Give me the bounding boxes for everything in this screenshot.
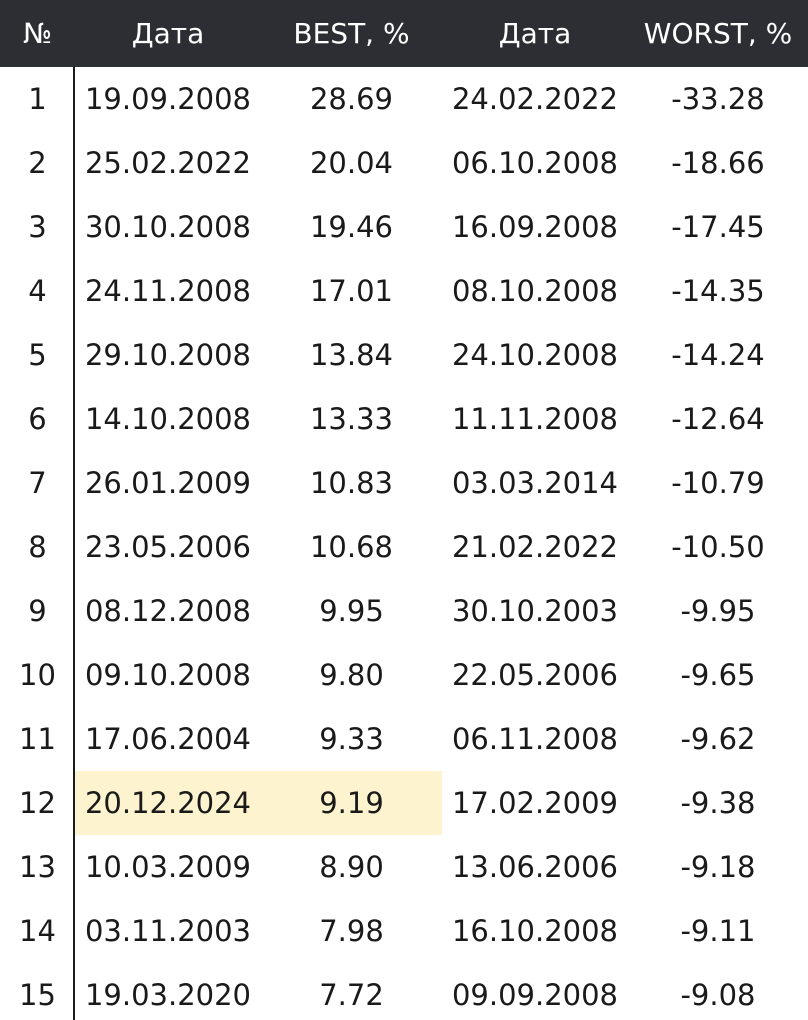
row-number: 13	[19, 850, 56, 884]
table-row: 8 23.05.2006 10.68 21.02.2022 -10.50	[0, 515, 808, 579]
worst-date: 03.03.2014	[451, 466, 619, 500]
table-row: 10 09.10.2008 9.80 22.05.2006 -9.65	[0, 643, 808, 707]
worst-date: 24.10.2008	[451, 338, 619, 372]
row-number: 7	[28, 466, 47, 500]
best-date: 25.02.2022	[84, 146, 252, 180]
worst-date: 30.10.2003	[451, 594, 619, 628]
header-number: №	[22, 17, 53, 50]
worst-percent: -9.95	[680, 594, 756, 628]
worst-percent: -17.45	[671, 210, 765, 244]
table-row: 7 26.01.2009 10.83 03.03.2014 -10.79	[0, 451, 808, 515]
row-number: 11	[19, 722, 56, 756]
worst-date: 16.09.2008	[451, 210, 619, 244]
best-percent: 20.04	[309, 146, 394, 180]
best-percent: 9.19	[261, 771, 442, 835]
worst-date: 24.02.2022	[451, 82, 619, 116]
table-row: 12 20.12.2024 9.19 17.02.2009 -9.38	[0, 771, 808, 835]
best-percent: 13.33	[309, 402, 394, 436]
number-column-divider	[73, 67, 75, 1020]
best-date: 30.10.2008	[84, 210, 252, 244]
row-number: 3	[28, 210, 47, 244]
row-number: 8	[28, 530, 47, 564]
worst-percent: -9.08	[680, 978, 756, 1012]
table-row: 5 29.10.2008 13.84 24.10.2008 -14.24	[0, 323, 808, 387]
worst-percent: -14.24	[671, 338, 765, 372]
best-date: 10.03.2009	[84, 850, 252, 884]
worst-percent: -18.66	[671, 146, 765, 180]
header-worst-percent: WORST, %	[643, 17, 793, 50]
best-date: 26.01.2009	[84, 466, 252, 500]
worst-date: 21.02.2022	[451, 530, 619, 564]
row-number: 9	[28, 594, 47, 628]
table-row: 13 10.03.2009 8.90 13.06.2006 -9.18	[0, 835, 808, 899]
table-row: 4 24.11.2008 17.01 08.10.2008 -14.35	[0, 259, 808, 323]
best-percent: 19.46	[309, 210, 394, 244]
worst-date: 09.09.2008	[451, 978, 619, 1012]
worst-date: 11.11.2008	[451, 402, 619, 436]
worst-date: 16.10.2008	[451, 914, 619, 948]
best-date: 14.10.2008	[84, 402, 252, 436]
best-percent: 10.83	[309, 466, 394, 500]
best-date: 29.10.2008	[84, 338, 252, 372]
best-percent: 10.68	[309, 530, 394, 564]
best-percent: 9.80	[319, 658, 384, 692]
table-row: 2 25.02.2022 20.04 06.10.2008 -18.66	[0, 131, 808, 195]
worst-percent: -9.65	[680, 658, 756, 692]
table-row: 11 17.06.2004 9.33 06.11.2008 -9.62	[0, 707, 808, 771]
best-percent: 17.01	[309, 274, 394, 308]
best-percent: 9.95	[319, 594, 384, 628]
table-row: 1 19.09.2008 28.69 24.02.2022 -33.28	[0, 67, 808, 131]
row-number: 12	[19, 786, 56, 820]
table-header: № Дата BEST, % Дата WORST, %	[0, 0, 808, 67]
worst-percent: -14.35	[671, 274, 765, 308]
best-date: 19.09.2008	[84, 82, 252, 116]
row-number: 6	[28, 402, 47, 436]
best-date: 23.05.2006	[84, 530, 252, 564]
row-number: 5	[28, 338, 47, 372]
best-percent: 7.72	[319, 978, 384, 1012]
worst-percent: -33.28	[671, 82, 765, 116]
table-row: 9 08.12.2008 9.95 30.10.2003 -9.95	[0, 579, 808, 643]
best-date: 19.03.2020	[84, 978, 252, 1012]
best-date: 17.06.2004	[84, 722, 252, 756]
worst-percent: -9.11	[680, 914, 756, 948]
header-worst-date: Дата	[498, 17, 572, 50]
table-row: 14 03.11.2003 7.98 16.10.2008 -9.11	[0, 899, 808, 963]
table-row: 3 30.10.2008 19.46 16.09.2008 -17.45	[0, 195, 808, 259]
header-best-percent: BEST, %	[293, 17, 410, 50]
worst-percent: -10.79	[671, 466, 765, 500]
table-body: 1 19.09.2008 28.69 24.02.2022 -33.28 2 25.02.2…	[0, 67, 808, 1020]
best-date: 20.12.2024	[75, 771, 261, 835]
row-number: 15	[19, 978, 56, 1012]
best-date: 03.11.2003	[84, 914, 252, 948]
best-date: 09.10.2008	[84, 658, 252, 692]
worst-percent: -12.64	[671, 402, 765, 436]
worst-percent: -9.38	[680, 786, 756, 820]
worst-date: 17.02.2009	[451, 786, 619, 820]
row-number: 1	[28, 82, 47, 116]
row-number: 14	[19, 914, 56, 948]
header-best-date: Дата	[131, 17, 205, 50]
best-date: 24.11.2008	[84, 274, 252, 308]
worst-date: 13.06.2006	[451, 850, 619, 884]
row-number: 10	[19, 658, 56, 692]
worst-percent: -9.18	[680, 850, 756, 884]
worst-percent: -9.62	[680, 722, 756, 756]
best-percent: 8.90	[319, 850, 384, 884]
row-number: 4	[28, 274, 47, 308]
worst-date: 06.10.2008	[451, 146, 619, 180]
table-row: 15 19.03.2020 7.72 09.09.2008 -9.08	[0, 963, 808, 1020]
worst-date: 08.10.2008	[451, 274, 619, 308]
best-percent: 28.69	[309, 82, 394, 116]
best-percent: 13.84	[309, 338, 394, 372]
best-percent: 7.98	[319, 914, 384, 948]
worst-percent: -10.50	[671, 530, 765, 564]
worst-date: 06.11.2008	[451, 722, 619, 756]
best-percent: 9.33	[319, 722, 384, 756]
worst-date: 22.05.2006	[451, 658, 619, 692]
row-number: 2	[28, 146, 47, 180]
best-date: 08.12.2008	[84, 594, 252, 628]
table-row: 6 14.10.2008 13.33 11.11.2008 -12.64	[0, 387, 808, 451]
